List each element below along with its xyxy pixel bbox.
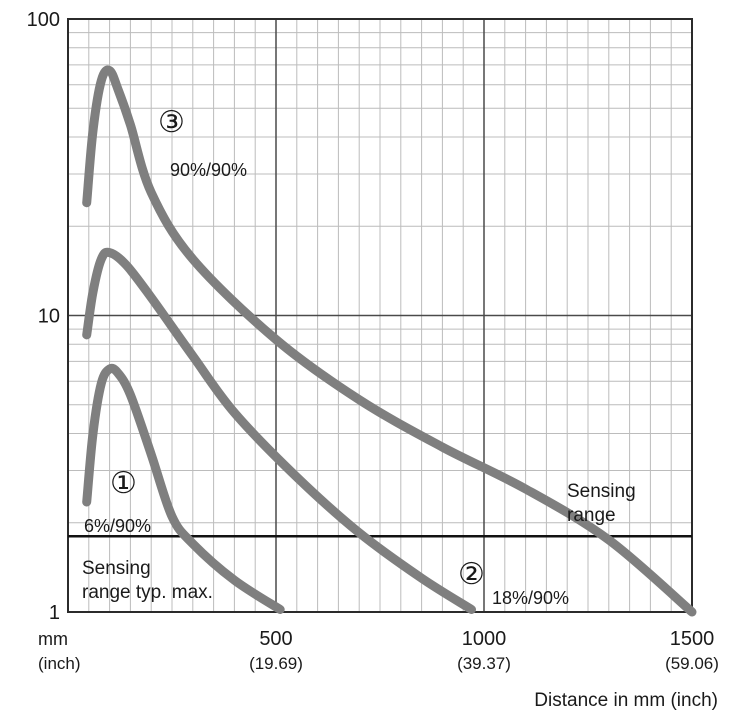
y-tick-label: 10 <box>38 306 60 328</box>
plot-frame <box>67 18 693 613</box>
x-tick-label: 1000 <box>462 628 507 650</box>
series-2-marker: ② <box>458 558 485 591</box>
x-tick-sublabel: (59.06) <box>665 654 719 673</box>
sensing-range-line-2: range <box>567 505 616 526</box>
series-line-1 <box>82 363 285 614</box>
x-tick-label: 500 <box>259 628 292 650</box>
series-line-3 <box>82 65 697 617</box>
series-layer <box>82 65 697 617</box>
x-tick-label: 1500 <box>670 628 715 650</box>
x-tick-labels: 500 (19.69) 1000 (39.37) 1500 (59.06) <box>249 628 719 673</box>
series-1-marker: ① <box>110 467 137 500</box>
sensing-range-line-1: Sensing <box>567 481 636 502</box>
range-typ-max-line-2: range typ. max. <box>82 582 213 603</box>
series-3-marker: ③ <box>158 106 185 139</box>
x-axis-title: Distance in mm (inch) <box>534 690 718 711</box>
x-unit-label: mm <box>38 629 68 649</box>
series-2-label: 18%/90% <box>492 588 569 608</box>
series-1-label: 6%/90% <box>84 516 151 536</box>
range-typ-max-line-1: Sensing <box>82 558 151 579</box>
series-line-2 <box>82 247 476 614</box>
x-unit-sub-label: (inch) <box>38 654 81 673</box>
x-tick-sublabel: (39.37) <box>457 654 511 673</box>
major-grid <box>68 19 692 612</box>
y-tick-label: 1 <box>49 602 60 624</box>
x-tick-sublabel: (19.69) <box>249 654 303 673</box>
series-3-label: 90%/90% <box>170 160 247 180</box>
y-tick-label: 100 <box>27 9 60 31</box>
y-tick-labels: 1 10 100 <box>27 9 60 624</box>
